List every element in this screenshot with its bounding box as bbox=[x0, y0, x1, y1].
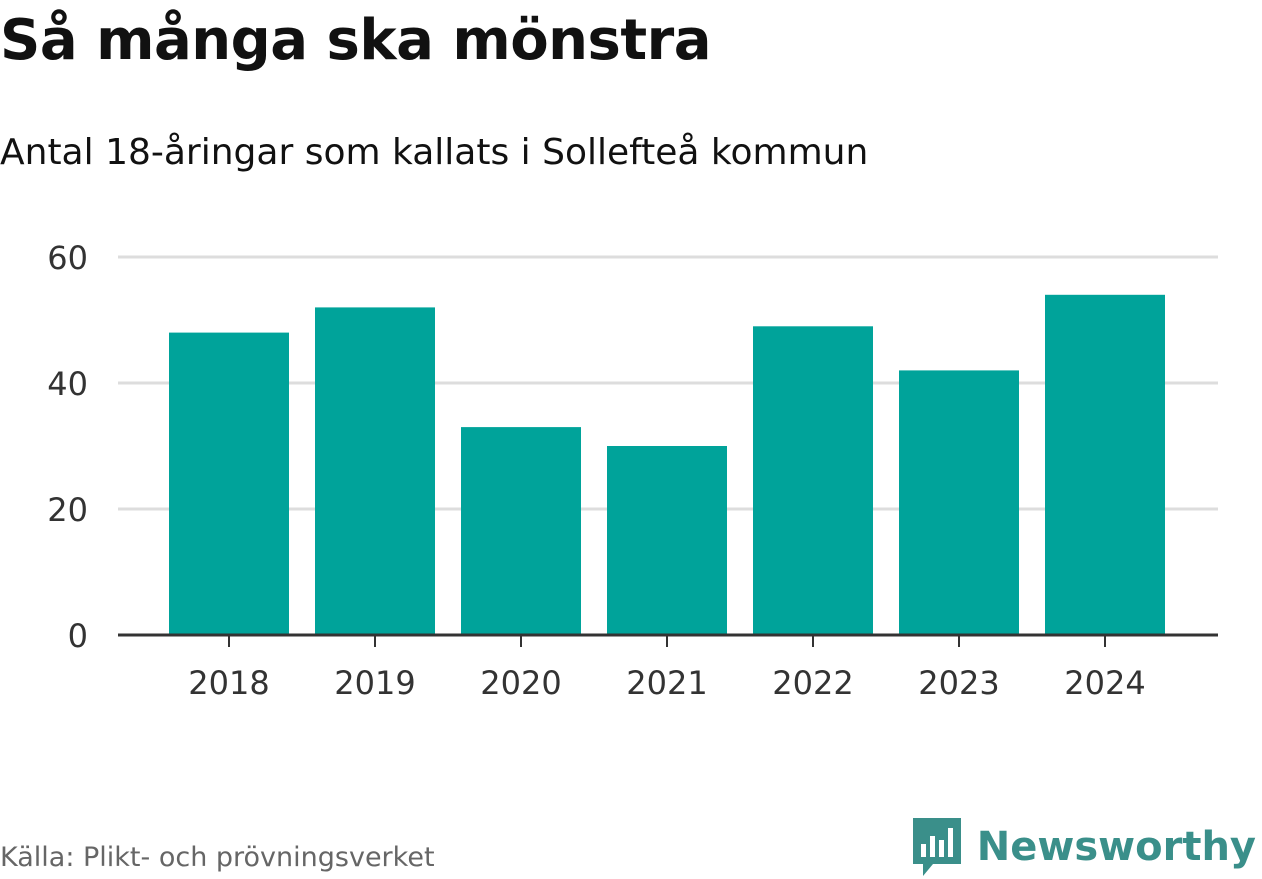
chart-subtitle: Antal 18-åringar som kallats i Sollefteå… bbox=[0, 132, 869, 173]
bar-2024 bbox=[1045, 294, 1165, 635]
chart-title: Så många ska mönstra bbox=[0, 8, 712, 73]
x-tick-label: 2020 bbox=[480, 664, 561, 702]
bar-2021 bbox=[607, 446, 727, 635]
y-tick-label: 40 bbox=[47, 365, 88, 403]
bar-2018 bbox=[169, 332, 289, 635]
chart-badge-icon bbox=[912, 818, 961, 876]
brand-name: Newsworthy bbox=[976, 824, 1256, 870]
bar-2020 bbox=[461, 427, 581, 635]
bar-2022 bbox=[753, 326, 873, 635]
x-tick-label: 2024 bbox=[1064, 664, 1145, 702]
x-tick-label: 2022 bbox=[772, 664, 853, 702]
source-note: Källa: Plikt- och prövningsverket bbox=[0, 842, 435, 873]
x-tick-label: 2018 bbox=[188, 664, 269, 702]
x-tick-label: 2019 bbox=[334, 664, 415, 702]
x-tick-label: 2023 bbox=[918, 664, 999, 702]
y-tick-label: 0 bbox=[68, 617, 88, 655]
y-tick-label: 60 bbox=[47, 239, 88, 277]
bar-2023 bbox=[899, 370, 1019, 635]
newsworthy-logo: Newsworthy bbox=[912, 818, 1256, 876]
bar-2019 bbox=[315, 307, 435, 635]
x-tick-label: 2021 bbox=[626, 664, 707, 702]
y-tick-label: 20 bbox=[47, 491, 88, 529]
